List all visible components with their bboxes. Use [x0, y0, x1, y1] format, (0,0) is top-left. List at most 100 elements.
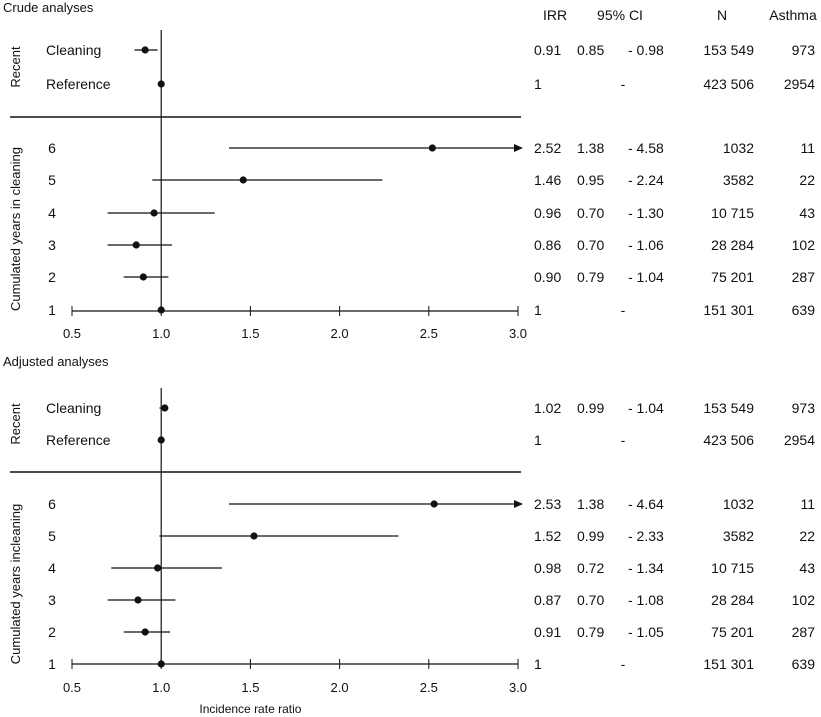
x-tick-label: 3.0 [509, 680, 527, 695]
asthma-value: 287 [792, 624, 816, 640]
point-estimate [132, 241, 140, 249]
n-value: 1032 [723, 140, 754, 156]
irr-value: 1 [534, 432, 542, 448]
group-label: Recent [8, 403, 23, 445]
n-value: 75 201 [711, 624, 754, 640]
point-estimate [161, 404, 169, 412]
ci-dash: - [621, 656, 626, 672]
ci-upper: - 2.24 [628, 172, 664, 188]
ci-upper: - 1.05 [628, 624, 664, 640]
irr-value: 0.98 [534, 560, 561, 576]
ci-lower: 0.70 [577, 205, 604, 221]
asthma-value: 102 [792, 592, 816, 608]
asthma-value: 43 [799, 560, 815, 576]
n-value: 1032 [723, 496, 754, 512]
irr-value: 0.96 [534, 205, 561, 221]
ci-upper: - 2.33 [628, 528, 664, 544]
row-label: 5 [48, 528, 56, 544]
asthma-value: 973 [792, 400, 816, 416]
x-tick-label: 1.0 [152, 326, 170, 341]
n-value: 423 506 [703, 432, 754, 448]
irr-value: 1 [534, 76, 542, 92]
n-value: 3582 [723, 528, 754, 544]
ci-lower: 0.70 [577, 592, 604, 608]
ci-lower: 0.95 [577, 172, 604, 188]
ci-upper: - 1.04 [628, 400, 664, 416]
x-axis-title: Incidence rate ratio [199, 702, 301, 716]
x-tick-label: 2.0 [331, 326, 349, 341]
ci-lower: 0.72 [577, 560, 604, 576]
row-label: 2 [48, 624, 56, 640]
n-value: 153 549 [703, 400, 754, 416]
n-value: 151 301 [703, 656, 754, 672]
ci-lower: 0.85 [577, 42, 604, 58]
ci-dash: - [621, 76, 626, 92]
row-label: 3 [48, 592, 56, 608]
ci-upper: - 4.64 [628, 496, 664, 512]
n-value: 75 201 [711, 269, 754, 285]
group-label: Recent [8, 46, 23, 88]
asthma-value: 2954 [784, 432, 815, 448]
panel-title: Adjusted analyses [3, 354, 109, 369]
row-label: 6 [48, 140, 56, 156]
group-label: Cumulated years incleaning [8, 504, 23, 664]
n-value: 423 506 [703, 76, 754, 92]
asthma-value: 639 [792, 656, 816, 672]
n-value: 10 715 [711, 205, 754, 221]
row-label: Reference [46, 432, 111, 448]
asthma-value: 22 [799, 528, 815, 544]
row-label: Reference [46, 76, 111, 92]
asthma-value: 639 [792, 302, 816, 318]
x-tick-label: 3.0 [509, 326, 527, 341]
ci-lower: 0.70 [577, 237, 604, 253]
row-label: 5 [48, 172, 56, 188]
column-header: IRR [543, 7, 567, 23]
irr-value: 0.87 [534, 592, 561, 608]
row-label: 4 [48, 560, 56, 576]
x-tick-label: 0.5 [63, 326, 81, 341]
ci-upper: - 1.06 [628, 237, 664, 253]
ci-lower: 0.99 [577, 400, 604, 416]
row-label: 6 [48, 496, 56, 512]
x-tick-label: 2.5 [420, 326, 438, 341]
irr-value: 1.52 [534, 528, 561, 544]
asthma-value: 287 [792, 269, 816, 285]
asthma-value: 43 [799, 205, 815, 221]
column-header: Asthma [769, 7, 817, 23]
n-value: 28 284 [711, 592, 754, 608]
point-estimate [430, 500, 438, 508]
ci-lower: 0.79 [577, 624, 604, 640]
asthma-value: 2954 [784, 76, 815, 92]
x-tick-label: 2.5 [420, 680, 438, 695]
column-header: N [717, 7, 727, 23]
n-value: 28 284 [711, 237, 754, 253]
x-tick-label: 2.0 [331, 680, 349, 695]
x-tick-label: 1.0 [152, 680, 170, 695]
irr-value: 1 [534, 656, 542, 672]
irr-value: 2.53 [534, 496, 561, 512]
row-label: 4 [48, 205, 56, 221]
point-estimate [154, 564, 162, 572]
asthma-value: 11 [800, 496, 815, 512]
row-label: Cleaning [46, 42, 101, 58]
n-value: 3582 [723, 172, 754, 188]
panel-title: Crude analyses [3, 0, 94, 15]
ci-lower: 1.38 [577, 140, 604, 156]
irr-value: 0.90 [534, 269, 561, 285]
ci-arrow [514, 144, 523, 152]
point-estimate [150, 209, 158, 217]
x-tick-label: 1.5 [241, 680, 259, 695]
row-label: 1 [48, 656, 56, 672]
irr-value: 0.86 [534, 237, 561, 253]
point-estimate [134, 596, 142, 604]
column-header: 95% CI [597, 7, 643, 23]
irr-value: 0.91 [534, 42, 561, 58]
x-tick-label: 1.5 [241, 326, 259, 341]
point-estimate [139, 273, 147, 281]
ci-upper: - 1.34 [628, 560, 664, 576]
n-value: 151 301 [703, 302, 754, 318]
point-estimate [157, 306, 165, 314]
irr-value: 1.02 [534, 400, 561, 416]
point-estimate [157, 436, 165, 444]
